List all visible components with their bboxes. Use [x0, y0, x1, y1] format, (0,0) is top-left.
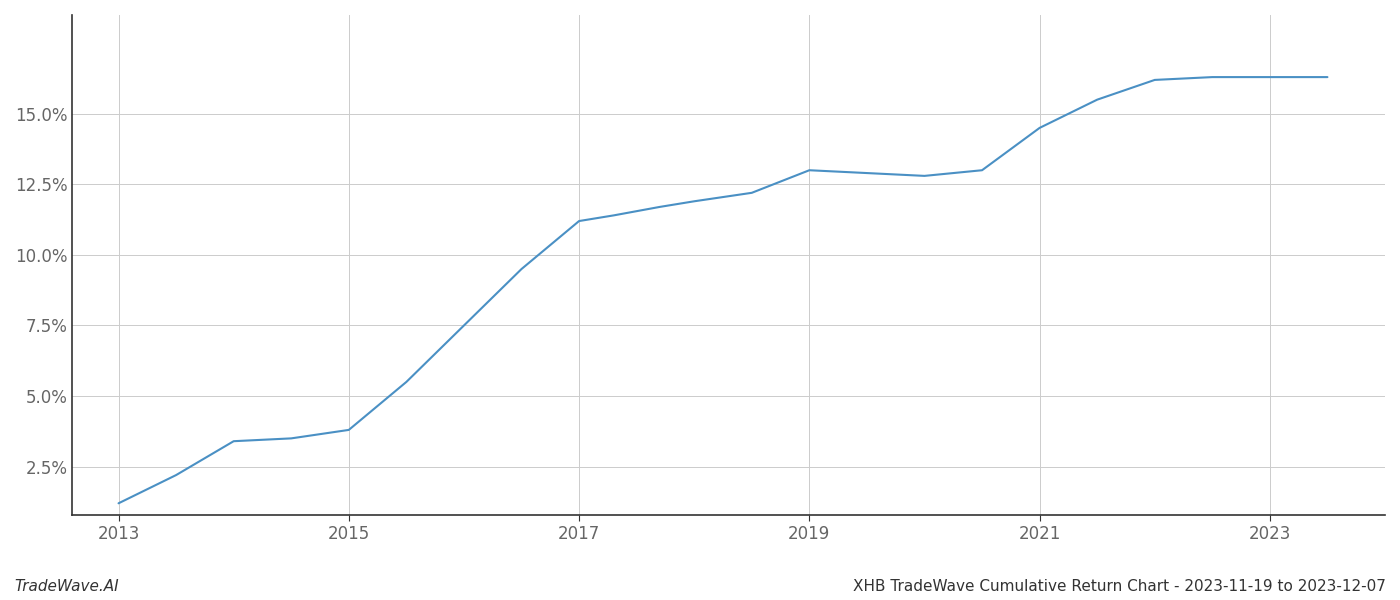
- Text: TradeWave.AI: TradeWave.AI: [14, 579, 119, 594]
- Text: XHB TradeWave Cumulative Return Chart - 2023-11-19 to 2023-12-07: XHB TradeWave Cumulative Return Chart - …: [853, 579, 1386, 594]
